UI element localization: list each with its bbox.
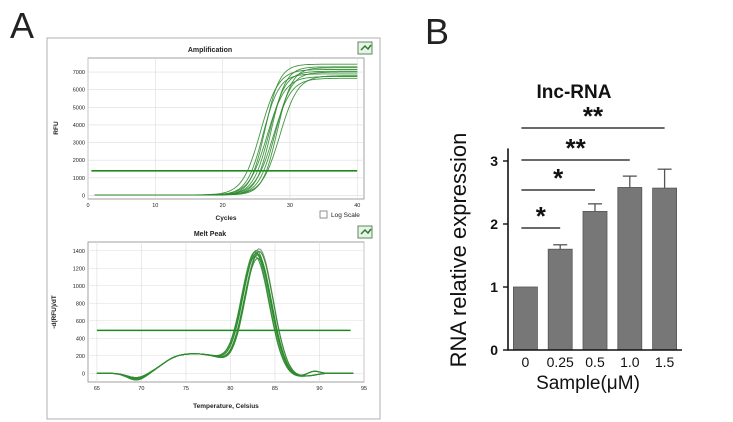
significance-label: *: [536, 201, 547, 231]
amplification-x-label: Cycles: [216, 215, 237, 222]
significance-label: **: [583, 101, 604, 131]
bar-chart-x-tick-label: 0.25: [547, 354, 574, 370]
amp-x-tick-label: 30: [287, 203, 293, 209]
melt-y-tick-label: 1400: [73, 249, 85, 255]
amp-y-tick-label: 0: [82, 193, 85, 199]
amplification-curve: [94, 75, 358, 196]
amplification-grid: [87, 58, 364, 199]
melt-y-tick-label: 1000: [73, 284, 85, 290]
amp-y-tick-label: 3000: [73, 141, 85, 147]
melt-peak-y-ticks: 0 200 400 600 800 1000 1200 1400: [73, 249, 85, 378]
amp-y-tick-label: 5000: [73, 105, 85, 111]
melt-peak-title: Melt Peak: [194, 231, 226, 238]
log-scale-checkbox-box[interactable]: [319, 210, 328, 219]
bar-chart-title: Inc-RNA: [537, 82, 612, 103]
amplification-y-label: RFU: [53, 121, 60, 135]
melt-peak-curve: [96, 257, 354, 379]
amplification-view-icon-box[interactable]: [357, 41, 373, 55]
melt-y-tick-label: 600: [76, 319, 85, 325]
melt-x-tick-label: 95: [361, 386, 367, 392]
amp-y-tick-label: 4000: [73, 123, 85, 129]
melt-y-tick-label: 800: [76, 301, 85, 307]
amplification-plot-area: [87, 57, 365, 200]
bar: [582, 210, 608, 351]
melt-peak-y-label: -d(RFU)/dT: [51, 295, 58, 329]
panel-b-letter: B: [425, 11, 449, 52]
amplification-curves: [94, 63, 358, 196]
bar: [652, 187, 677, 351]
melt-peak-chart: Melt Peak 0 200 400 600 800 1000 1200 1400 65 70…: [51, 225, 373, 410]
melt-x-tick-label: 75: [183, 386, 189, 392]
significance-brackets: ******: [521, 101, 665, 231]
melt-peak-x-label: Temperature, Celsius: [193, 403, 259, 410]
significance-label: **: [565, 133, 586, 163]
melt-peak-x-ticks: 65 70 75 80 85 90 95: [94, 386, 367, 392]
bar-chart-x-ticks: 0 0.25 0.5 1.0 1.5: [522, 354, 675, 370]
bar-chart-x-tick-label: 1.0: [620, 354, 640, 370]
significance-label: *: [553, 163, 564, 193]
bar-chart-axes: [507, 148, 682, 351]
bar-chart-x-label: Sample(μM): [536, 373, 640, 394]
melt-peak-plot-area: [87, 241, 365, 383]
melt-x-tick-label: 90: [316, 386, 322, 392]
bar-chart-y-tick-label: 0: [490, 342, 498, 358]
bar-chart-x-tick-label: 0.5: [585, 354, 605, 370]
bar-chart-y-tick-label: 3: [490, 153, 498, 169]
amplification-y-ticks: 0 1000 2000 3000 4000 5000 6000 7000: [73, 70, 85, 199]
melt-peak-view-icon-box[interactable]: [357, 225, 373, 239]
melt-x-tick-label: 85: [272, 386, 278, 392]
melt-peak-grid: [88, 242, 365, 382]
amp-x-tick-label: 0: [86, 203, 89, 209]
error-bars: [553, 168, 672, 250]
log-scale-checkbox[interactable]: Log Scale: [319, 210, 360, 219]
log-scale-label[interactable]: Log Scale: [331, 212, 360, 219]
amplification-view-icon[interactable]: [357, 41, 373, 55]
melt-x-tick-label: 70: [138, 386, 144, 392]
bar: [547, 248, 573, 351]
melt-peak-view-icon[interactable]: [357, 225, 373, 239]
bar-chart-x-tick-label: 1.5: [655, 354, 675, 370]
melt-x-tick-label: 65: [94, 386, 100, 392]
melt-y-tick-label: 0: [82, 371, 85, 377]
bar-chart-y-ticks: 0 1 2 3: [490, 153, 508, 358]
bar-chart: Inc-RNA RNA relative expression Sample(μ…: [446, 82, 682, 394]
amplification-title: Amplification: [188, 47, 232, 54]
amplification-x-ticks: 0 10 20 30 40: [86, 203, 360, 209]
amp-y-tick-label: 2000: [73, 158, 85, 164]
melt-y-tick-label: 1200: [73, 266, 85, 272]
amplification-chart: Amplification 0 1000 2000 3000 4000 5000 6000 7…: [53, 41, 373, 222]
amp-x-tick-label: 20: [220, 203, 226, 209]
melt-peak-curve: [96, 250, 354, 380]
amp-y-tick-label: 1000: [73, 176, 85, 182]
amp-x-tick-label: 10: [152, 203, 158, 209]
bars: [513, 187, 677, 351]
bar: [617, 187, 643, 351]
melt-x-tick-label: 80: [227, 386, 233, 392]
amp-y-tick-label: 6000: [73, 88, 85, 94]
panel-a-letter: A: [10, 5, 34, 46]
bar-chart-y-tick-label: 1: [490, 279, 498, 295]
bar-chart-x-tick-label: 0: [522, 354, 530, 370]
amp-y-tick-label: 7000: [73, 70, 85, 76]
melt-peak-view-icon-glyph[interactable]: [360, 228, 372, 235]
melt-y-tick-label: 400: [76, 336, 85, 342]
amplification-view-icon-glyph[interactable]: [360, 44, 372, 51]
bar: [513, 286, 538, 351]
melt-peak-curves: [96, 248, 354, 381]
bar-chart-y-tick-label: 2: [490, 216, 498, 232]
melt-y-tick-label: 200: [76, 354, 85, 360]
amp-x-tick-label: 40: [354, 203, 360, 209]
bar-chart-y-label: RNA relative expression: [446, 133, 471, 368]
